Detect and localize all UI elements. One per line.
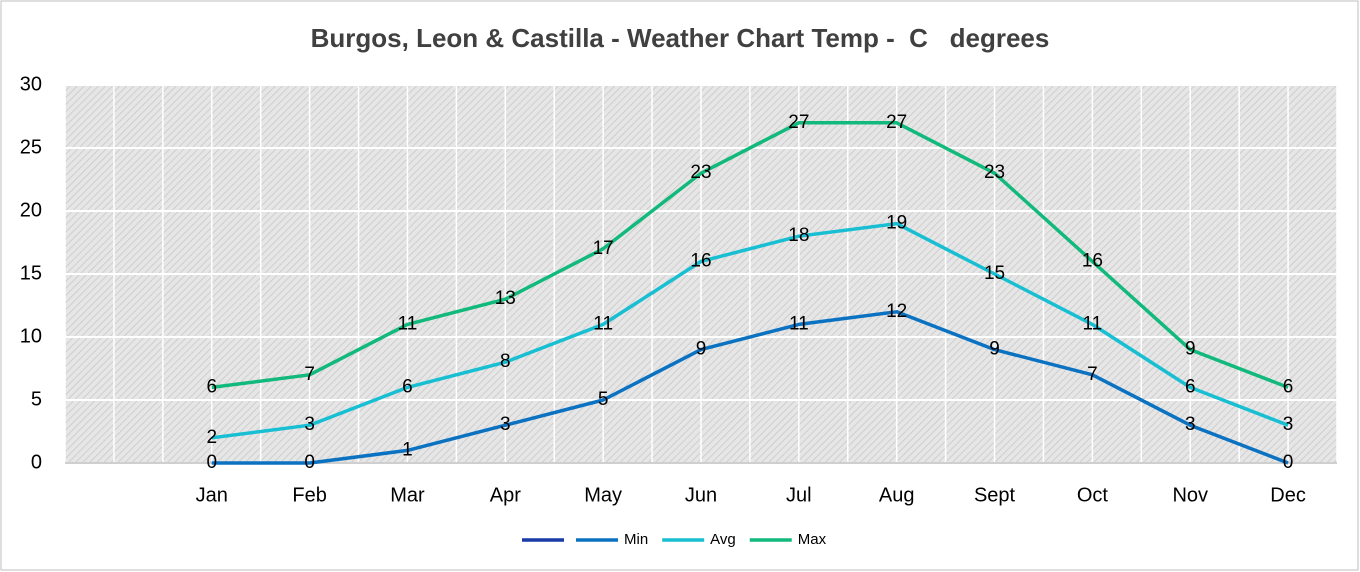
data-label: 3	[500, 414, 511, 435]
data-label: 8	[500, 351, 511, 372]
series-line	[211, 310, 1289, 465]
data-label: 2	[206, 427, 217, 448]
data-label: 17	[593, 238, 614, 259]
x-tick-label: Apr	[490, 484, 521, 506]
data-label: 11	[1083, 313, 1103, 334]
data-label: 11	[789, 313, 809, 334]
data-label: 6	[1283, 376, 1294, 397]
x-tick-label: Nov	[1172, 484, 1208, 506]
data-label: 0	[1283, 452, 1294, 473]
data-label: 12	[886, 301, 907, 322]
x-tick-label: Jan	[196, 484, 228, 506]
legend-label: Avg	[710, 531, 736, 548]
x-tick-label: Jul	[786, 484, 812, 506]
data-label: 9	[989, 339, 1000, 360]
data-label: 6	[1185, 376, 1196, 397]
data-label: 7	[304, 364, 315, 385]
x-tick-label: Aug	[879, 484, 915, 506]
y-tick-label: 15	[20, 262, 42, 284]
x-tick-label: Sept	[974, 484, 1016, 506]
data-label: 23	[984, 162, 1005, 183]
y-tick-label: 25	[20, 136, 42, 158]
data-label: 11	[398, 313, 418, 334]
x-tick-label: Feb	[292, 484, 326, 506]
x-tick-label: Mar	[390, 484, 425, 506]
x-tick-label: Oct	[1077, 484, 1109, 506]
data-label: 11	[593, 313, 613, 334]
data-label: 27	[788, 112, 809, 133]
legend-label: Max	[798, 531, 827, 548]
x-tick-label: May	[584, 484, 622, 506]
data-label: 23	[690, 162, 711, 183]
data-label: 6	[402, 376, 413, 397]
data-label: 18	[788, 225, 809, 246]
data-label: 13	[495, 288, 516, 309]
data-label: 3	[1185, 414, 1196, 435]
data-label: 19	[886, 213, 907, 234]
y-tick-label: 0	[31, 451, 42, 473]
data-label: 5	[598, 389, 609, 410]
data-label: 0	[304, 452, 315, 473]
data-label: 9	[1185, 339, 1196, 360]
x-tick-label: Dec	[1270, 484, 1306, 506]
data-label: 0	[206, 452, 217, 473]
series-line	[211, 221, 1289, 440]
series-line	[211, 121, 1289, 390]
x-tick-label: Jun	[685, 484, 717, 506]
data-label: 16	[690, 250, 711, 271]
data-label: 3	[1283, 414, 1294, 435]
data-label: 16	[1082, 250, 1103, 271]
y-tick-label: 10	[20, 325, 42, 347]
data-label: 1	[402, 439, 413, 460]
chart-title: Burgos, Leon & Castilla - Weather Chart …	[311, 23, 1050, 53]
y-tick-label: 5	[31, 388, 42, 410]
data-label: 6	[206, 376, 217, 397]
y-tick-label: 20	[20, 199, 42, 221]
data-label: 7	[1087, 364, 1098, 385]
y-tick-label: 30	[20, 73, 42, 95]
data-label: 27	[886, 112, 907, 133]
data-label: 9	[696, 339, 707, 360]
data-label: 3	[304, 414, 315, 435]
legend-label: Min	[624, 531, 648, 548]
data-label: 15	[984, 263, 1005, 284]
